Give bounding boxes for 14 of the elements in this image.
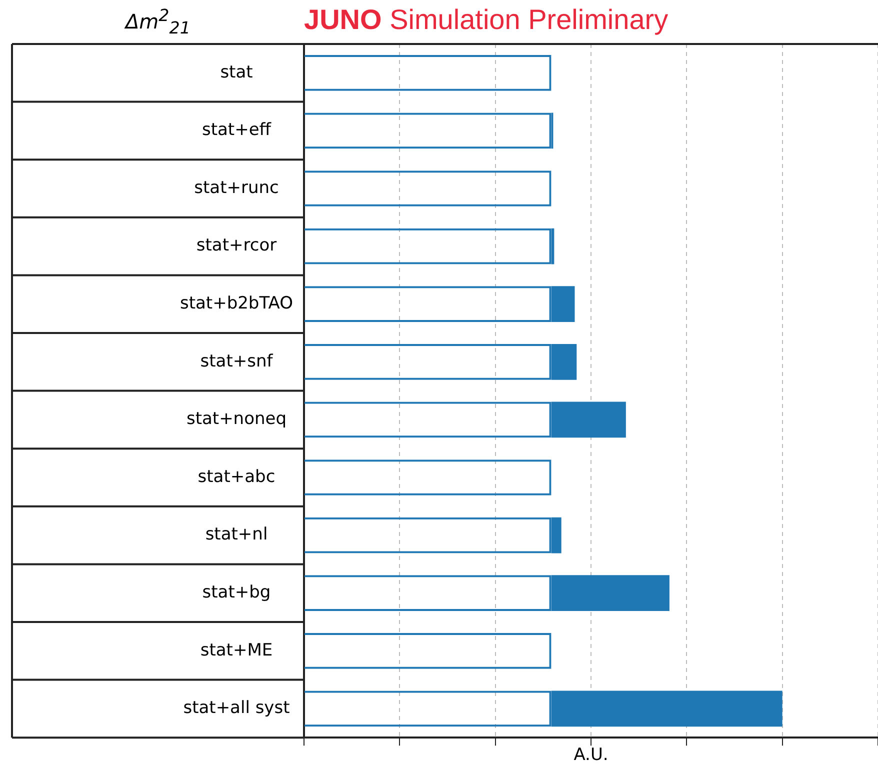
y-tick-label: stat+rcor [196,236,277,256]
chart-title: JUNO Simulation Preliminary [304,4,668,36]
y-tick-label: stat [220,62,254,82]
y-tick-label: stat+all syst [183,698,290,718]
x-axis-title: A.U. [574,745,608,766]
y-tick-label: stat+ME [200,640,273,660]
y-tick-label: stat+b2bTAO [180,294,294,314]
y-tick-label: stat+noneq [186,409,287,430]
y-tick-label: stat+bg [202,582,271,603]
y-tick-label: stat+abc [198,466,276,487]
y-tick-label: stat+eff [202,120,272,140]
y-tick-label: stat+snf [200,351,274,372]
y-tick-label: stat+nl [205,524,268,545]
y-tick-label: stat+runc [194,178,279,198]
